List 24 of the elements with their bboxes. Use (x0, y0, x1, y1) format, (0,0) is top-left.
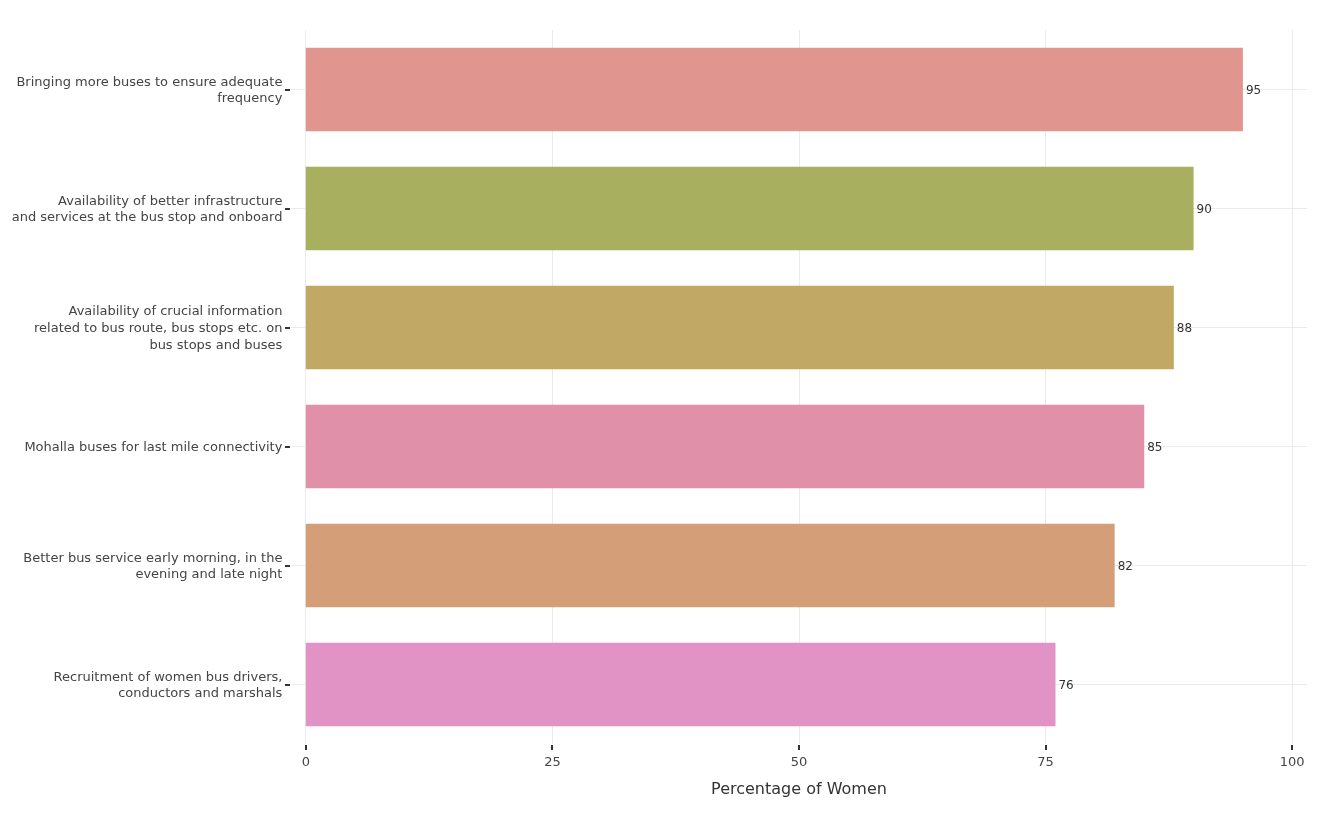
data-label: 82 (1117, 558, 1133, 573)
bar (305, 47, 1243, 132)
y-tick-label: Better bus service early morning, in the evening and late night (23, 549, 283, 582)
data-label: 90 (1196, 201, 1212, 216)
y-tick-label: Availability of better infrastructure and services at the bus stop and onboard (11, 192, 283, 225)
y-tick-label: Recruitment of women bus drivers, conductors and marshals (53, 668, 283, 701)
x-tick-label: 0 (301, 753, 310, 769)
bar (305, 285, 1174, 370)
x-axis-title: Percentage of Women (711, 779, 887, 799)
data-label: 76 (1058, 677, 1074, 692)
data-label: 88 (1176, 320, 1193, 335)
x-tick-label: 50 (790, 753, 808, 769)
bar (305, 404, 1145, 489)
bar (305, 523, 1115, 608)
x-tick-label: 100 (1279, 753, 1305, 769)
data-label: 95 (1245, 82, 1262, 97)
x-tick-label: 25 (544, 753, 561, 769)
bar (305, 642, 1056, 727)
y-tick-label: Bringing more buses to ensure adequate frequency (16, 73, 283, 106)
y-tick-label: Mohalla buses for last mile connectivity (24, 439, 283, 455)
bar (305, 166, 1194, 251)
x-tick-label: 75 (1037, 753, 1054, 769)
y-tick-label: Availability of crucial information related to bus route, bus stops etc. on bus stops and buses (34, 303, 283, 352)
data-label: 85 (1147, 439, 1163, 454)
